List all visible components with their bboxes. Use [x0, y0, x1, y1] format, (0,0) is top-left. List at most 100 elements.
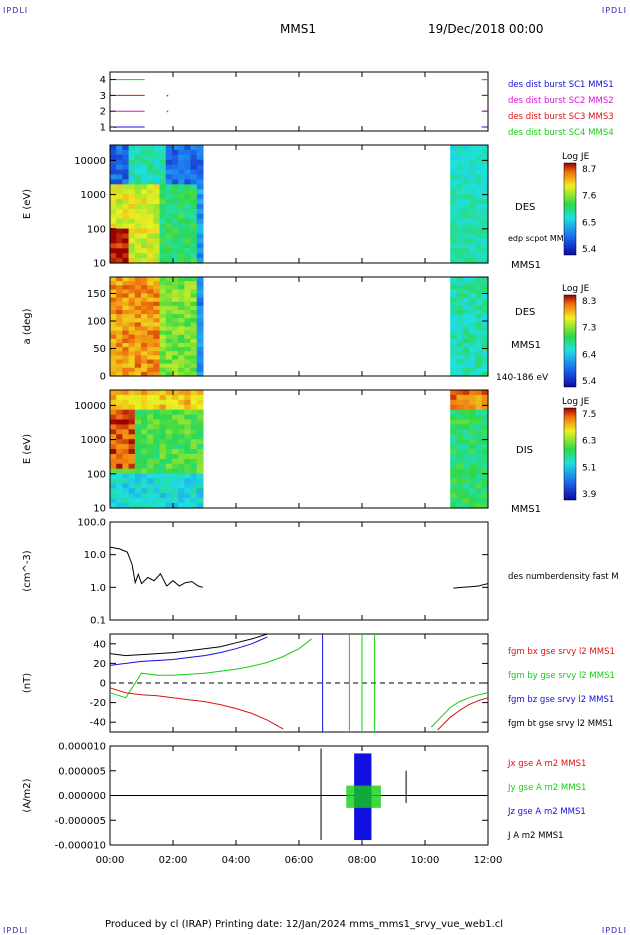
des-pitch-angle-cell [469, 310, 476, 315]
des-pitch-angle-cell [475, 371, 483, 377]
des-pitch-angle-cell [481, 326, 489, 332]
des-energy-cell [128, 213, 136, 220]
des-pitch-angle-cell [171, 285, 179, 290]
dis-energy-cell [140, 419, 148, 426]
des-energy-cell [110, 258, 117, 264]
des-pitch-angle-cell [190, 367, 198, 373]
dis-energy-cell [116, 503, 123, 509]
dis-energy-cell [178, 434, 185, 440]
dis-energy-cell [178, 473, 185, 480]
des-pitch-angle-cell [475, 330, 483, 336]
des-pitch-angle-cell [178, 310, 185, 315]
des-energy-cell [178, 233, 185, 240]
des-pitch-angle-cell [456, 301, 464, 307]
dis-energy-cell [481, 483, 489, 489]
dis-energy-cell [147, 458, 154, 465]
fgm-series-line [109, 633, 268, 657]
dis-energy-cell [153, 414, 161, 421]
des-energy-cell [116, 154, 123, 161]
des-pitch-angle-cell [450, 322, 458, 328]
des-energy-cell [196, 179, 204, 185]
dis-energy-cell [128, 488, 136, 494]
des-pitch-angle-colorbar-tick-label: 5.4 [582, 377, 597, 387]
dis-energy-panel-y-tick-label: 1000 [81, 435, 106, 446]
des-energy-cell [196, 228, 204, 235]
des-energy-cell [178, 223, 185, 230]
dis-energy-cell [116, 419, 123, 426]
des-energy-cell [456, 194, 464, 200]
des-pitch-angle-cell [116, 367, 123, 373]
des-energy-cell [140, 199, 148, 205]
des-pitch-angle-cell [450, 318, 458, 323]
des-energy-cell [110, 189, 117, 195]
des-pitch-angle-cell [456, 338, 464, 344]
dis-energy-cell [184, 449, 192, 455]
des-pitch-angle-cell [171, 289, 179, 295]
des-pitch-angle-cell [140, 338, 148, 344]
des-pitch-angle-cell [456, 343, 464, 348]
des-energy-cell [475, 218, 483, 225]
dis-energy-cell [116, 424, 123, 430]
dis-energy-cell [165, 488, 173, 494]
des-energy-cell [481, 149, 489, 156]
des-pitch-angle-cell [153, 343, 161, 348]
dis-energy-cell [456, 444, 464, 450]
des-energy-cell [153, 233, 161, 240]
page-date: 19/Dec/2018 00:00 [428, 22, 544, 36]
des-pitch-angle-cell [190, 334, 198, 340]
dis-energy-cell [110, 419, 117, 426]
des-energy-cell [140, 243, 148, 249]
dis-energy-cell [178, 498, 185, 504]
des-pitch-angle-cell [450, 277, 458, 282]
des-pitch-angle-cell [184, 363, 192, 369]
des-energy-cell [481, 248, 489, 254]
des-energy-cell [190, 189, 198, 195]
dis-energy-cell [171, 458, 179, 465]
des-pitch-angle-cell [110, 334, 117, 340]
burst-legend-entry: des dist burst SC2 MMS2 [508, 96, 614, 106]
dis-energy-cell [153, 488, 161, 494]
des-energy-cell [469, 208, 476, 215]
des-energy-cell [128, 145, 136, 151]
dis-energy-cell [153, 399, 161, 406]
des-energy-cell [481, 174, 489, 181]
dis-energy-cell [184, 468, 192, 475]
des-pitch-angle-cell [110, 343, 117, 348]
des-pitch-angle-cell [462, 347, 470, 352]
dis-energy-cell [159, 424, 167, 430]
des-energy-cell [450, 174, 458, 181]
des-pitch-angle-cell [128, 359, 136, 365]
des-energy-cell [165, 159, 173, 166]
des-energy-cell [196, 194, 204, 200]
dis-energy-cell [469, 394, 476, 401]
des-pitch-angle-cell [196, 310, 204, 315]
des-energy-cell [481, 258, 489, 264]
dis-energy-colorbar-title: Log JE [562, 397, 590, 407]
des-energy-cell [450, 184, 458, 190]
des-pitch-angle-cell [190, 301, 198, 307]
des-energy-cell [153, 174, 161, 181]
des-energy-cell [165, 174, 173, 181]
dis-energy-cell [469, 444, 476, 450]
des-energy-cell [159, 194, 167, 200]
des-energy-cell [171, 179, 179, 185]
dis-energy-cell [171, 473, 179, 480]
des-pitch-angle-cell [462, 289, 470, 295]
des-energy-cell [184, 223, 192, 230]
des-pitch-angle-cell [462, 334, 470, 340]
des-energy-cell [171, 164, 179, 171]
des-pitch-angle-cell [196, 297, 204, 303]
dis-energy-cell [450, 463, 458, 470]
dis-energy-cell [450, 414, 458, 421]
des-energy-cell [456, 233, 464, 240]
dis-energy-cell [469, 429, 476, 435]
des-energy-panel-y-tick-label: 10 [93, 259, 106, 270]
des-energy-sc-label: MMS1 [511, 260, 541, 271]
des-pitch-angle-cell [190, 289, 198, 295]
des-pitch-angle-cell [462, 310, 470, 315]
des-pitch-angle-cell [116, 318, 123, 323]
dis-energy-cell [462, 468, 470, 475]
dis-energy-cell [481, 453, 489, 460]
dis-energy-cell [456, 478, 464, 485]
